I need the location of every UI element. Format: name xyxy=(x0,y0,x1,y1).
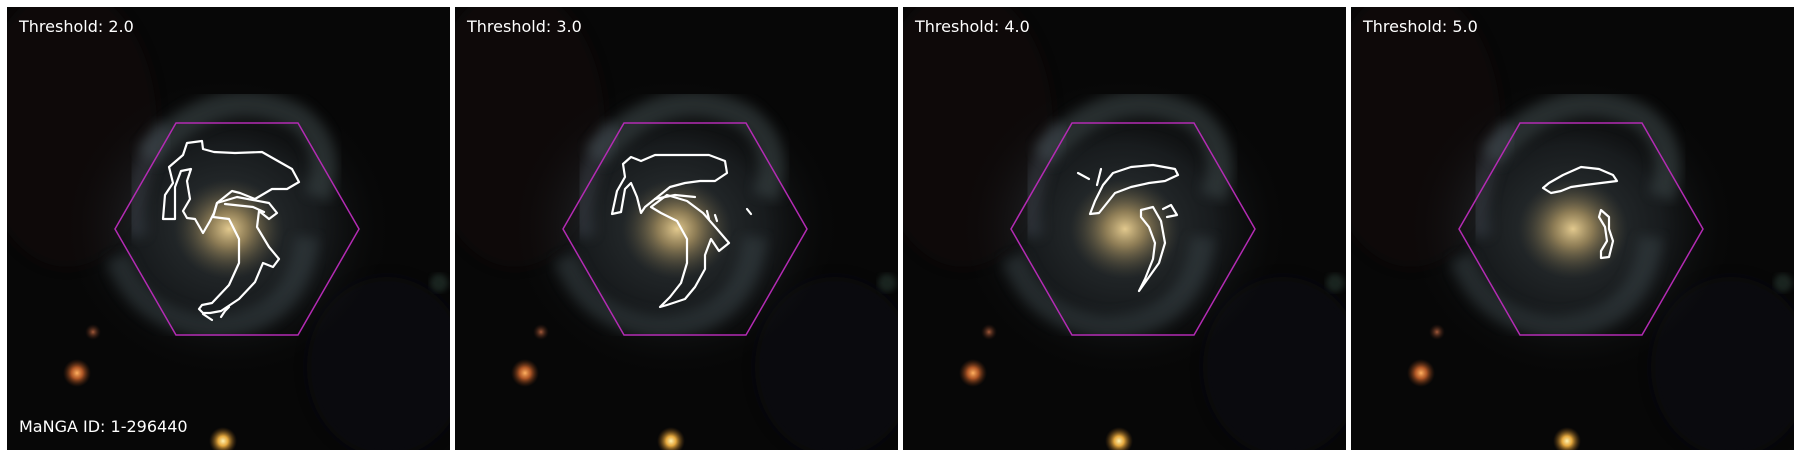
galaxy-panel-threshold-5: Threshold: 5.0 xyxy=(1351,7,1794,450)
threshold-label: Threshold: 3.0 xyxy=(467,17,582,36)
contour-lines xyxy=(1076,163,1180,293)
contour-lines xyxy=(1541,165,1619,260)
galaxy-image xyxy=(455,7,898,450)
galaxy-image xyxy=(1351,7,1794,450)
galaxy-panel-threshold-4: Threshold: 4.0 xyxy=(903,7,1346,450)
threshold-label: Threshold: 4.0 xyxy=(915,17,1030,36)
contour-lines xyxy=(610,153,753,309)
galaxy-panel-threshold-3: Threshold: 3.0 xyxy=(455,7,898,450)
manga-id-label: MaNGA ID: 1-296440 xyxy=(19,417,188,436)
galaxy-panel-threshold-2: Threshold: 2.0 MaNGA ID: 1-296440 xyxy=(7,7,450,450)
galaxy-image xyxy=(7,7,450,450)
galaxy-image xyxy=(903,7,1346,450)
threshold-label: Threshold: 5.0 xyxy=(1363,17,1478,36)
threshold-label: Threshold: 2.0 xyxy=(19,17,134,36)
contour-lines xyxy=(161,139,301,322)
